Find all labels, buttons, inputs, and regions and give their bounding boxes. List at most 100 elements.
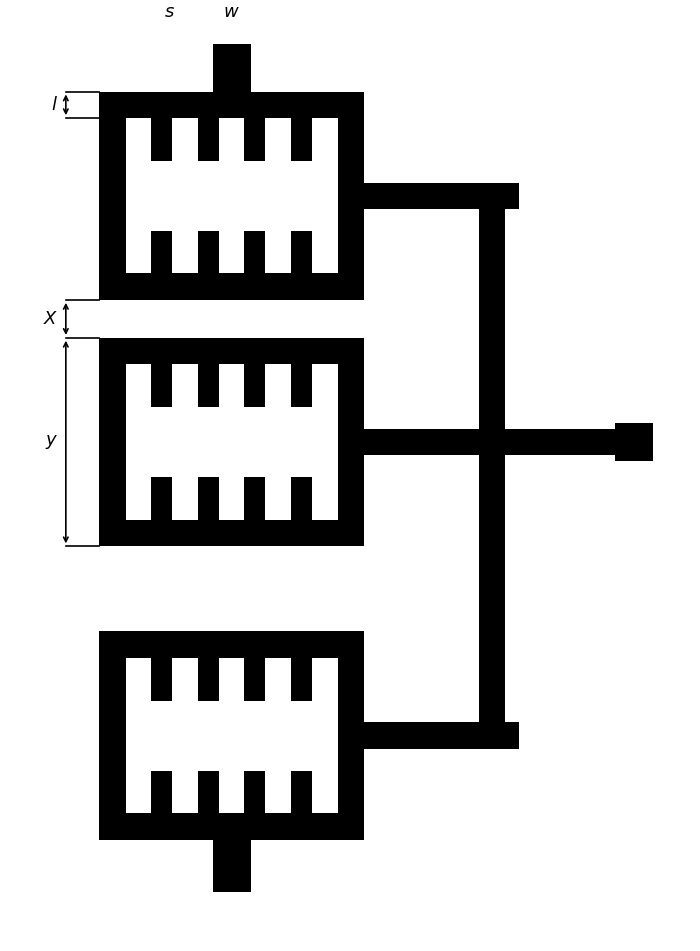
Bar [265,477,291,519]
Bar [198,231,218,274]
Bar [125,701,337,770]
Bar [125,231,151,274]
Bar [125,118,337,274]
Bar [337,429,519,456]
Bar [172,477,198,519]
Bar [151,364,172,407]
Bar [244,770,265,813]
Bar [172,231,198,274]
Bar [198,658,218,701]
Bar [151,477,172,519]
Bar [337,183,519,209]
Bar [244,658,265,701]
Bar [125,407,337,477]
Bar [125,364,151,407]
Bar [337,723,519,749]
Bar [312,770,337,813]
Bar [99,338,364,546]
Bar [99,91,364,300]
Bar [312,658,337,701]
Bar [291,231,312,274]
Bar [244,118,265,161]
Bar [265,364,291,407]
Bar [172,364,198,407]
Bar [198,364,218,407]
Bar [198,477,218,519]
Bar [244,364,265,407]
Bar [244,477,265,519]
Bar [99,631,364,840]
Bar [265,118,291,161]
Bar [265,770,291,813]
Bar [151,231,172,274]
Text: $y$: $y$ [45,433,58,451]
Bar [172,770,198,813]
Bar [265,231,291,274]
Bar [198,770,218,813]
Bar [198,364,218,407]
Bar [151,231,172,274]
Bar [244,658,265,701]
Bar [198,477,218,519]
Bar [151,770,172,813]
Text: $l$: $l$ [51,96,58,114]
Bar [198,118,218,161]
Bar [291,364,312,407]
Bar [151,477,172,519]
Bar [291,658,312,701]
Bar [198,118,218,161]
Bar [218,231,244,274]
Bar [125,477,151,519]
Text: $s$: $s$ [164,3,174,21]
Bar [505,429,615,456]
Bar [291,658,312,701]
Bar [265,658,291,701]
Bar [312,477,337,519]
Bar [312,231,337,274]
Bar [291,118,312,161]
Bar [172,658,198,701]
Bar [291,770,312,813]
Bar [244,770,265,813]
Bar [218,118,244,161]
Bar [479,183,505,749]
Bar [218,477,244,519]
Bar [291,118,312,161]
Bar [291,231,312,274]
Bar [198,231,218,274]
Bar [125,770,151,813]
Bar [151,364,172,407]
Bar [291,364,312,407]
Bar [151,658,172,701]
Bar [244,477,265,519]
Bar [125,658,151,701]
Bar [291,770,312,813]
Bar [213,840,251,892]
Bar [151,118,172,161]
Bar [615,423,653,461]
Bar [244,364,265,407]
Bar [244,231,265,274]
Bar [151,770,172,813]
Bar [218,658,244,701]
Bar [213,40,251,91]
Bar [172,118,198,161]
Bar [244,118,265,161]
Text: $w$: $w$ [223,3,240,21]
Bar [312,364,337,407]
Bar [291,477,312,519]
Bar [291,477,312,519]
Bar [151,658,172,701]
Bar [125,658,337,813]
Bar [312,118,337,161]
Bar [125,364,337,519]
Bar [198,658,218,701]
Text: $X$: $X$ [43,310,58,328]
Bar [125,161,337,231]
Bar [125,118,151,161]
Bar [151,118,172,161]
Bar [244,231,265,274]
Bar [218,364,244,407]
Bar [198,770,218,813]
Bar [218,770,244,813]
